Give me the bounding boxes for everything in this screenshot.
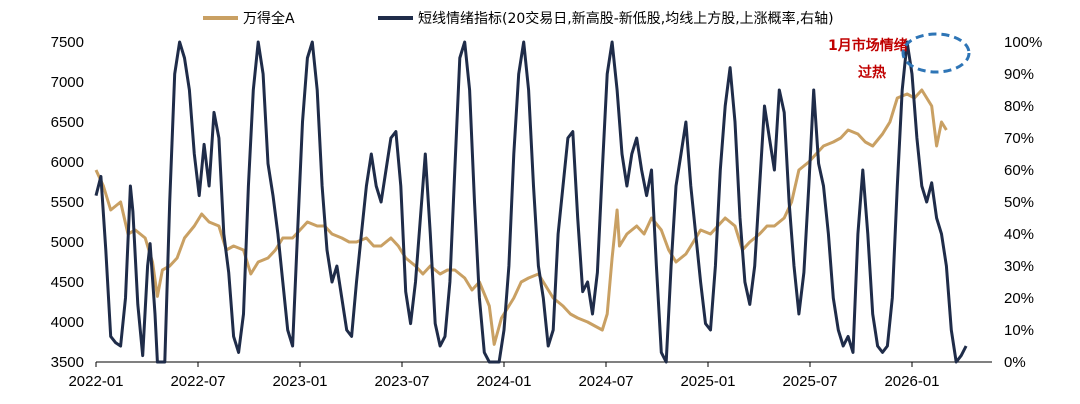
annotation: 1月市场情绪 过热 bbox=[828, 32, 971, 81]
y-right-tick-label: 0% bbox=[1004, 354, 1026, 371]
x-axis-ticks: 2022-01 2022-07 2023-01 2023-07 2024-01 2024-… bbox=[68, 362, 940, 390]
y-left-tick-label: 5000 bbox=[51, 234, 84, 251]
y-right-tick-label: 80% bbox=[1004, 98, 1034, 115]
y-left-tick-label: 7500 bbox=[51, 34, 84, 51]
y-axis-left-ticks: 3500 4000 4500 5000 5500 6000 6500 7000 7500 bbox=[51, 34, 84, 371]
annotation-line1: 1月市场情绪 bbox=[828, 37, 908, 54]
y-axis-right-ticks: 0% 10% 20% 30% 40% 50% 60% 70% 80% 90% 100% bbox=[1004, 34, 1042, 371]
x-tick-label: 2022-07 bbox=[170, 373, 225, 390]
y-right-tick-label: 70% bbox=[1004, 130, 1034, 147]
series-line-sentiment bbox=[94, 40, 968, 364]
y-left-tick-label: 6500 bbox=[51, 114, 84, 131]
y-left-tick-label: 4000 bbox=[51, 314, 84, 331]
x-tick-label: 2026-01 bbox=[884, 373, 939, 390]
x-tick-label: 2023-01 bbox=[272, 373, 327, 390]
axes: 2022-01 2022-07 2023-01 2023-07 2024-01 2024-… bbox=[51, 34, 1043, 390]
y-left-tick-label: 7000 bbox=[51, 74, 84, 91]
legend: 万得全A 短线情绪指标(20交易日,新高股-新低股,均线上方股,上涨概率,右轴) bbox=[203, 10, 834, 27]
legend-label-sentiment: 短线情绪指标(20交易日,新高股-新低股,均线上方股,上涨概率,右轴) bbox=[418, 10, 834, 27]
y-right-tick-label: 60% bbox=[1004, 162, 1034, 179]
y-right-tick-label: 50% bbox=[1004, 194, 1034, 211]
x-tick-label: 2022-01 bbox=[68, 373, 123, 390]
x-tick-label: 2025-01 bbox=[680, 373, 735, 390]
y-right-tick-label: 100% bbox=[1004, 34, 1042, 51]
y-left-tick-label: 4500 bbox=[51, 274, 84, 291]
x-tick-label: 2023-07 bbox=[374, 373, 429, 390]
y-left-tick-label: 6000 bbox=[51, 154, 84, 171]
y-right-tick-label: 20% bbox=[1004, 290, 1034, 307]
y-right-tick-label: 30% bbox=[1004, 258, 1034, 275]
x-tick-label: 2025-07 bbox=[782, 373, 837, 390]
y-right-tick-label: 40% bbox=[1004, 226, 1034, 243]
y-right-tick-label: 10% bbox=[1004, 322, 1034, 339]
annotation-line2: 过热 bbox=[858, 64, 886, 81]
y-left-tick-label: 5500 bbox=[51, 194, 84, 211]
y-right-tick-label: 90% bbox=[1004, 66, 1034, 83]
x-tick-label: 2024-01 bbox=[476, 373, 531, 390]
y-left-tick-label: 3500 bbox=[51, 354, 84, 371]
x-tick-label: 2024-07 bbox=[578, 373, 633, 390]
annotation-ellipse bbox=[901, 32, 971, 74]
legend-label-wind-a: 万得全A bbox=[243, 10, 295, 27]
